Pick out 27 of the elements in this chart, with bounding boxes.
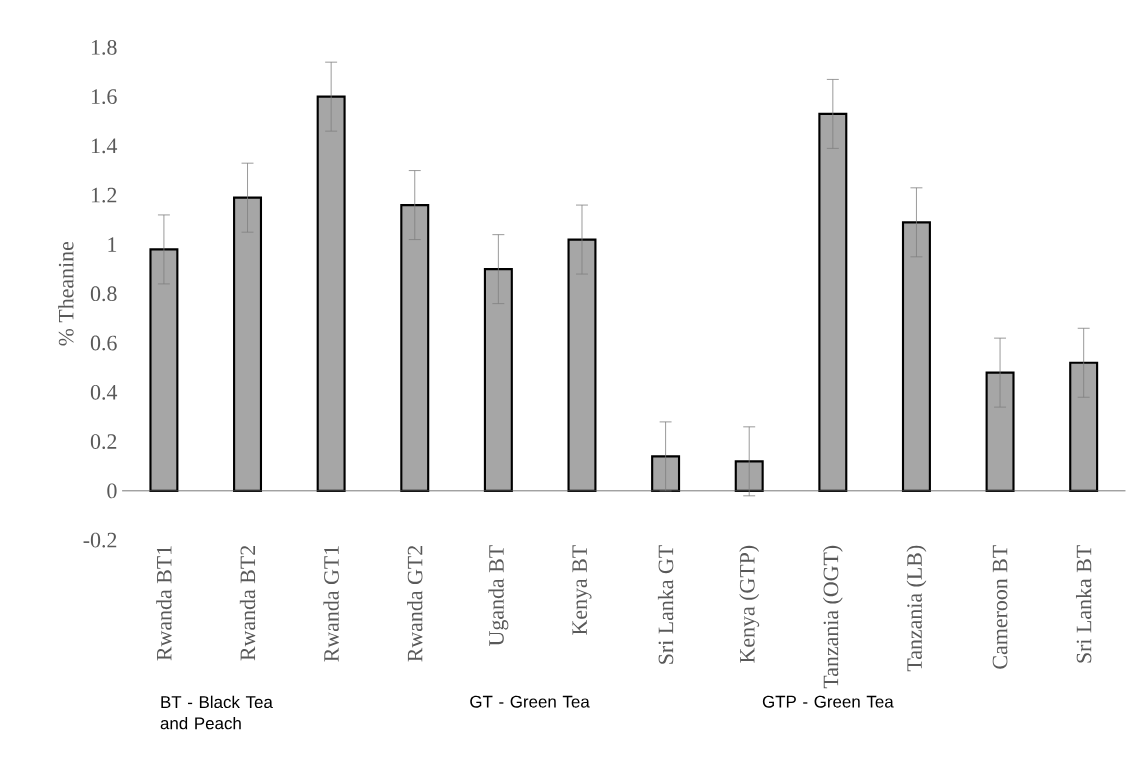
y-tick-label: 0.2: [90, 433, 117, 449]
y-tick-label: 0: [107, 483, 117, 499]
y-tick-label: 0.4: [90, 384, 118, 400]
text: GTP - Green Tea: [762, 695, 894, 708]
x-tick-label: Rwanda GT1: [323, 545, 339, 662]
x-tick-label: Rwanda GT2: [407, 545, 423, 662]
x-tick-label: Cameroon BT: [992, 545, 1008, 669]
y-tick-label: 0.6: [90, 335, 117, 351]
y-tick-label: 1.4: [91, 138, 118, 154]
x-tick-label: Tanzania (OGT): [822, 545, 843, 689]
y-tick-label: 1.8: [91, 39, 117, 55]
y-tick-label: 1.6: [91, 89, 117, 104]
x-tick-label: Kenya (GTP): [739, 545, 760, 663]
x-tick-label: Tanzania (LB): [906, 545, 927, 672]
x-tick-label: Rwanda BT1: [156, 545, 172, 661]
x-tick-label: Kenya BT: [572, 545, 592, 635]
text: BT - Black Tea and Peach: [160, 695, 273, 730]
text: GT - Green Tea: [470, 695, 590, 708]
x-tick-label: Uganda BT: [488, 545, 509, 646]
x-tick-label: Sri Lanka BT: [1075, 545, 1092, 663]
x-tick-label: Rwanda BT2: [239, 545, 256, 661]
y-tick-label: 0.8: [90, 286, 117, 302]
x-tick-label: Sri Lanka GT: [657, 545, 674, 664]
y-tick-label: -0.2: [83, 532, 117, 548]
y-tick-label: 1.2: [91, 187, 117, 203]
y-axis-title: % Theanine: [58, 241, 74, 346]
y-tick-label: 1: [108, 237, 117, 252]
